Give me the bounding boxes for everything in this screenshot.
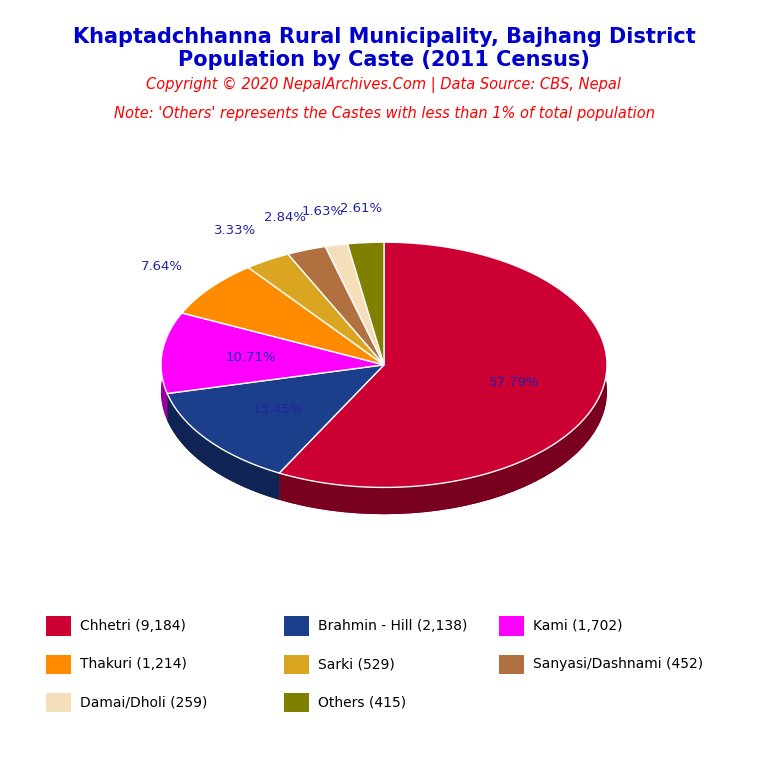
Text: 3.33%: 3.33%	[214, 224, 256, 237]
Text: Population by Caste (2011 Census): Population by Caste (2011 Census)	[178, 50, 590, 70]
Polygon shape	[326, 243, 384, 365]
Polygon shape	[280, 242, 607, 515]
Polygon shape	[167, 393, 280, 500]
Polygon shape	[280, 242, 607, 488]
Text: 10.71%: 10.71%	[226, 351, 276, 364]
Text: Note: 'Others' represents the Castes with less than 1% of total population: Note: 'Others' represents the Castes wit…	[114, 106, 654, 121]
Text: Others (415): Others (415)	[318, 696, 406, 710]
Polygon shape	[348, 242, 384, 365]
Polygon shape	[161, 313, 384, 420]
Text: Sarki (529): Sarki (529)	[318, 657, 395, 671]
Text: Sanyasi/Dashnami (452): Sanyasi/Dashnami (452)	[533, 657, 703, 671]
Polygon shape	[182, 267, 384, 365]
Polygon shape	[280, 242, 607, 515]
Text: 1.63%: 1.63%	[302, 205, 344, 218]
Polygon shape	[161, 313, 384, 393]
Text: 2.84%: 2.84%	[263, 211, 306, 224]
Polygon shape	[167, 365, 384, 500]
Text: Copyright © 2020 NepalArchives.Com | Data Source: CBS, Nepal: Copyright © 2020 NepalArchives.Com | Dat…	[147, 77, 621, 93]
Polygon shape	[288, 247, 384, 365]
Text: Damai/Dholi (259): Damai/Dholi (259)	[80, 696, 207, 710]
Polygon shape	[248, 254, 384, 365]
Text: Brahmin - Hill (2,138): Brahmin - Hill (2,138)	[318, 619, 467, 633]
Text: Thakuri (1,214): Thakuri (1,214)	[80, 657, 187, 671]
Text: 2.61%: 2.61%	[339, 202, 382, 215]
Text: Khaptadchhanna Rural Municipality, Bajhang District: Khaptadchhanna Rural Municipality, Bajha…	[73, 27, 695, 47]
Text: 13.45%: 13.45%	[253, 403, 303, 416]
Polygon shape	[161, 313, 182, 420]
Text: 7.64%: 7.64%	[141, 260, 183, 273]
Text: 57.79%: 57.79%	[488, 376, 539, 389]
Polygon shape	[167, 365, 384, 473]
Text: Kami (1,702): Kami (1,702)	[533, 619, 623, 633]
Text: Chhetri (9,184): Chhetri (9,184)	[80, 619, 186, 633]
